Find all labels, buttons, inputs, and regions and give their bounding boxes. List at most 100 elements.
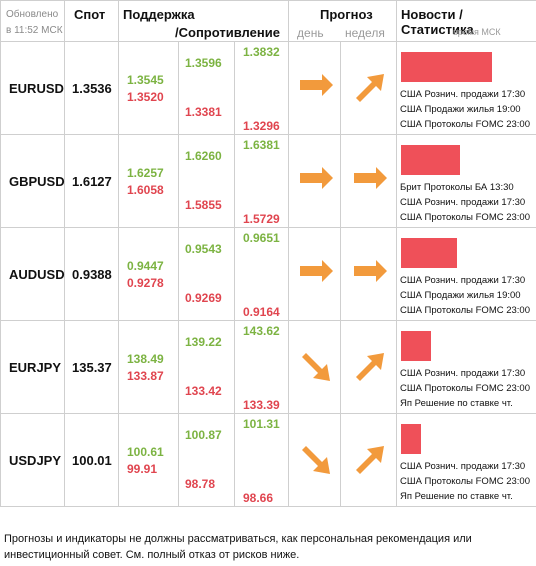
- disclaimer: Прогнозы и индикаторы не должны рассматр…: [4, 533, 472, 561]
- day-forecast-cell: [288, 41, 342, 135]
- pair-row: AUDUSD 0.9388 0.9447 0.9278 0.9543 0.926…: [0, 227, 536, 321]
- mid-levels-cell: 139.22 133.42: [178, 320, 235, 414]
- support-cell: 1.3545 1.3520: [118, 41, 179, 135]
- spot-value: 1.3536: [72, 81, 112, 96]
- mid-levels-cell: 0.9543 0.9269: [178, 227, 235, 321]
- news-cell: США Рознич. продажи 17:30 США Протоколы F…: [396, 320, 536, 414]
- week-forecast-cell: [340, 413, 398, 507]
- support-cell: 0.9447 0.9278: [118, 227, 179, 321]
- news-item: Брит Протоколы БА 13:30: [400, 182, 514, 193]
- levels-header: Поддержка /Сопротивление: [117, 0, 290, 42]
- support-cell: 1.6257 1.6058: [118, 134, 179, 228]
- news-time-label: время МСК: [453, 27, 501, 37]
- spot-value: 0.9388: [72, 267, 112, 282]
- forecast-title: Прогноз: [320, 7, 373, 22]
- support-level-3: 1.5855: [185, 198, 222, 212]
- updated-time: в 11:52 МСК: [6, 25, 63, 36]
- news-importance-bar: [401, 331, 432, 361]
- symbol-cell: AUDUSD: [0, 227, 65, 321]
- week-forecast-arrow-icon: [356, 353, 385, 381]
- updated-label: Обновлено: [6, 9, 59, 20]
- day-forecast-cell: [288, 227, 342, 321]
- news-item: США Рознич. продажи 17:30: [400, 275, 526, 286]
- outer-levels-cell: 143.62 133.39: [233, 320, 290, 414]
- spot-header: Спот: [64, 0, 119, 42]
- spot-cell: 1.6127: [64, 134, 119, 228]
- news-item: США Протоколы FOMC 23:00: [400, 212, 531, 223]
- pair-row: EURJPY 135.37 138.49 133.87 139.22 133.4…: [0, 320, 536, 414]
- resistance-level-2: 143.62: [243, 324, 280, 338]
- symbol-cell: USDJPY: [0, 413, 65, 507]
- support-level-2: 99.91: [127, 462, 158, 476]
- support-level-4: 0.9164: [243, 305, 280, 319]
- mid-levels-cell: 1.6260 1.5855: [178, 134, 235, 228]
- spot-title: Спот: [74, 7, 106, 22]
- support-level-1: 100.61: [127, 445, 164, 459]
- forecast-header: Прогноз день неделя: [288, 0, 398, 42]
- outer-levels-cell: 1.6381 1.5729: [233, 134, 290, 228]
- news-importance-bar: [401, 238, 458, 268]
- news-item: США Продажи жилья 19:00: [400, 104, 521, 115]
- spot-value: 1.6127: [72, 174, 112, 189]
- day-forecast-cell: [288, 413, 342, 507]
- symbol-cell: EURUSD: [0, 41, 65, 135]
- support-title: Поддержка: [123, 7, 195, 22]
- resistance-title: /Сопротивление: [175, 25, 280, 40]
- outer-levels-cell: 1.3832 1.3296: [233, 41, 290, 135]
- resistance-level-2: 1.6381: [243, 138, 280, 152]
- support-level-4: 98.66: [243, 491, 274, 505]
- support-cell: 138.49 133.87: [118, 320, 179, 414]
- pair-symbol: EURJPY: [9, 360, 62, 375]
- news-item: Яп Решение по ставке чт.: [400, 491, 513, 502]
- support-level-4: 133.39: [243, 398, 280, 412]
- header-row: Обновлено в 11:52 МСК Спот Поддержка /Соп…: [0, 0, 536, 42]
- resistance-level-1: 1.3596: [185, 56, 222, 70]
- support-level-3: 1.3381: [185, 105, 222, 119]
- pair-symbol: GBPUSD: [9, 174, 65, 189]
- week-forecast-arrow-icon: [354, 260, 388, 282]
- pair-row: USDJPY 100.01 100.61 99.91 100.87 98.78 …: [0, 413, 536, 507]
- news-item: США Протоколы FOMC 23:00: [400, 119, 531, 130]
- week-forecast-cell: [340, 41, 398, 135]
- news-importance-bar: [401, 424, 422, 454]
- news-item: США Протоколы FOMC 23:00: [400, 305, 531, 316]
- day-forecast-arrow-icon: [300, 74, 334, 96]
- day-forecast-arrow-icon: [302, 353, 331, 381]
- outer-levels-cell: 0.9651 0.9164: [233, 227, 290, 321]
- support-level-3: 98.78: [185, 477, 216, 491]
- pair-symbol: USDJPY: [9, 453, 62, 468]
- support-level-1: 138.49: [127, 352, 164, 366]
- pair-row: EURUSD 1.3536 1.3545 1.3520 1.3596 1.338…: [0, 41, 536, 135]
- symbol-cell: GBPUSD: [0, 134, 65, 228]
- day-forecast-arrow-icon: [302, 446, 331, 474]
- support-level-2: 133.87: [127, 369, 164, 383]
- day-forecast-cell: [288, 134, 342, 228]
- support-level-1: 0.9447: [127, 259, 164, 273]
- forecast-day-label: день: [297, 26, 324, 40]
- news-cell: США Рознич. продажи 17:30 США Продажи жил…: [396, 41, 536, 135]
- support-cell: 100.61 99.91: [118, 413, 179, 507]
- mid-levels-cell: 1.3596 1.3381: [178, 41, 235, 135]
- day-forecast-arrow-icon: [300, 260, 334, 282]
- symbol-cell: EURJPY: [0, 320, 65, 414]
- resistance-level-1: 100.87: [185, 428, 222, 442]
- week-forecast-cell: [340, 134, 398, 228]
- support-level-4: 1.5729: [243, 212, 280, 226]
- forecast-week-label: неделя: [345, 26, 385, 40]
- spot-cell: 135.37: [64, 320, 119, 414]
- spot-cell: 0.9388: [64, 227, 119, 321]
- mid-levels-cell: 100.87 98.78: [178, 413, 235, 507]
- resistance-level-1: 0.9543: [185, 242, 222, 256]
- spot-value: 135.37: [72, 360, 112, 375]
- news-item: США Рознич. продажи 17:30: [400, 197, 526, 208]
- support-level-4: 1.3296: [243, 119, 280, 133]
- news-item: США Рознич. продажи 17:30: [400, 368, 526, 379]
- news-item: США Рознич. продажи 17:30: [400, 89, 526, 100]
- week-forecast-cell: [340, 320, 398, 414]
- support-level-1: 1.6257: [127, 166, 164, 180]
- resistance-level-2: 101.31: [243, 417, 280, 431]
- resistance-level-2: 1.3832: [243, 45, 280, 59]
- news-importance-bar: [401, 145, 461, 175]
- day-forecast-arrow-icon: [300, 167, 334, 189]
